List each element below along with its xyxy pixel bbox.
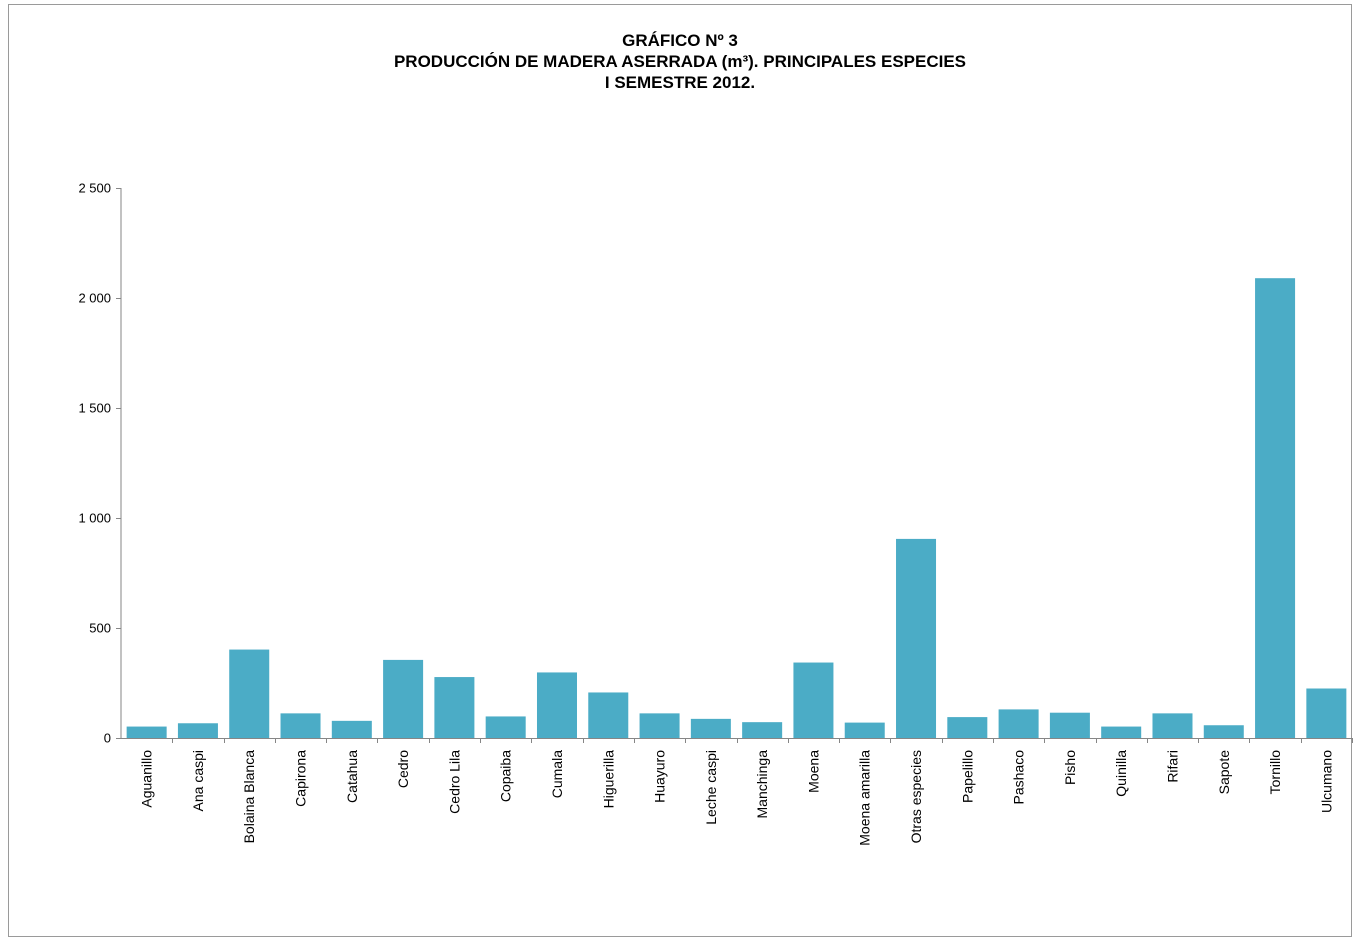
x-tick-label: Cumala [549, 750, 565, 798]
x-tick-label: Huayuro [652, 750, 668, 803]
bar [588, 692, 629, 738]
bar [229, 649, 270, 738]
x-tick-label: Sapote [1216, 750, 1232, 795]
y-tick-label: 1 500 [78, 401, 111, 416]
bar [177, 723, 218, 738]
x-tick-label: Copaiba [498, 750, 514, 802]
bar [485, 716, 526, 738]
x-tick-label: Moena [805, 750, 821, 793]
x-tick-label: Tornillo [1267, 750, 1283, 795]
bar [690, 718, 731, 738]
bar [947, 717, 988, 738]
bar [280, 713, 321, 738]
x-tick-label: Capirona [293, 750, 309, 807]
x-tick-label: Moena amarilla [857, 750, 873, 846]
x-axis: Aguanillo Ana caspi Bolaina Blanca Capirona… [121, 738, 1353, 846]
x-tick-label: Leche caspi [703, 750, 719, 825]
y-tick-label: 1 000 [78, 511, 111, 526]
x-tick-label: Rifari [1164, 750, 1180, 783]
bar [331, 720, 372, 738]
y-tick-label: 0 [104, 731, 111, 746]
x-tick-label: Pisho [1062, 750, 1078, 785]
bar [793, 662, 834, 738]
bar [126, 726, 167, 738]
y-tick-label: 2 500 [78, 181, 111, 196]
bar [742, 722, 783, 738]
chart-title-line-2: PRODUCCIÓN DE MADERA ASERRADA (m³). PRIN… [393, 52, 967, 71]
y-tick-label: 2 000 [78, 291, 111, 306]
x-tick-label: Cedro Lila [446, 750, 462, 814]
bar [1101, 726, 1142, 738]
bar [998, 709, 1039, 738]
bar [639, 713, 680, 738]
bar [383, 659, 424, 738]
x-tick-label: Otras especies [908, 750, 924, 843]
x-tick-label: Aguanillo [139, 750, 155, 808]
chart-title: GRÁFICO Nº 3 PRODUCCIÓN DE MADERA ASERRA… [8, 30, 1352, 93]
x-tick-label: Papelillo [959, 750, 975, 803]
bar [1306, 688, 1347, 738]
bar [536, 672, 577, 738]
x-tick-label: Cedro [395, 750, 411, 788]
chart-title-line-3: I SEMESTRE 2012. [604, 73, 756, 92]
x-tick-label: Quinilla [1113, 750, 1129, 797]
bar [434, 677, 475, 738]
y-axis: 0 500 1 000 1 500 2 000 2 500 [78, 181, 122, 746]
x-tick-label: Manchinga [754, 750, 770, 819]
bar [896, 538, 937, 738]
x-tick-label: Ana caspi [190, 750, 206, 811]
bar [1203, 725, 1244, 738]
chart-frame [8, 4, 1352, 937]
bar [844, 722, 885, 738]
y-tick-label: 500 [89, 621, 111, 636]
bars [126, 278, 1347, 738]
x-tick-label: Ulcumano [1318, 750, 1334, 813]
x-tick-label: Pashaco [1011, 750, 1027, 805]
x-tick-label: Higuerilla [600, 750, 616, 809]
x-tick-label: Catahua [344, 750, 360, 803]
bar [1152, 713, 1193, 738]
chart-title-line-1: GRÁFICO Nº 3 [622, 31, 738, 50]
bar [1049, 712, 1090, 738]
x-tick-label: Bolaina Blanca [241, 750, 257, 844]
bar [1255, 278, 1296, 738]
